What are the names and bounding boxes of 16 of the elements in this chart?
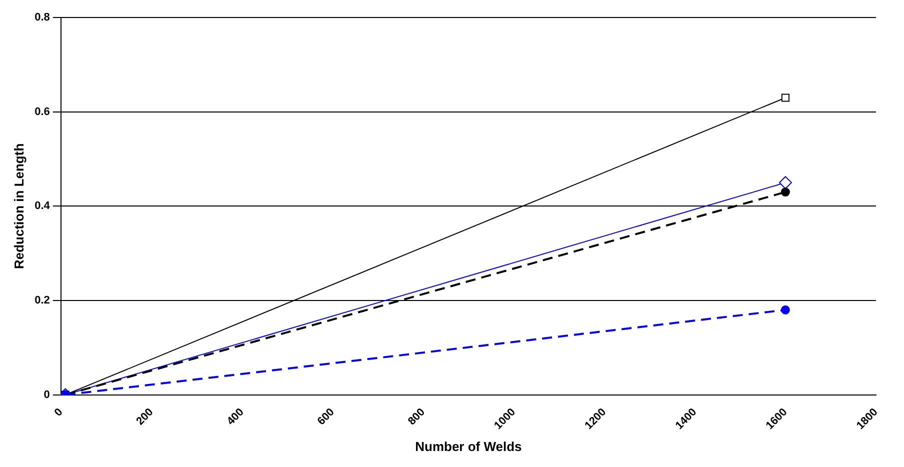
x-tick-label: 0	[52, 406, 66, 420]
point	[781, 94, 790, 102]
point	[780, 305, 790, 314]
point	[778, 176, 792, 190]
y-tick-label: 0.6	[34, 106, 50, 118]
x-tick-label: 400	[224, 406, 246, 428]
y-axis-title: Reduction in Length	[11, 143, 26, 270]
x-tick-label: 600	[315, 406, 337, 428]
y-tick-label: 0.8	[34, 12, 50, 24]
y-tick-label: 0.2	[34, 294, 50, 307]
y-tick-label: 0	[44, 388, 50, 401]
x-tick-label: 800	[406, 406, 428, 428]
point	[780, 188, 790, 197]
x-tick-label: 200	[134, 406, 156, 428]
y-tick-label: 0.4	[34, 200, 51, 212]
x-axis-title: Number of Welds	[415, 438, 522, 454]
